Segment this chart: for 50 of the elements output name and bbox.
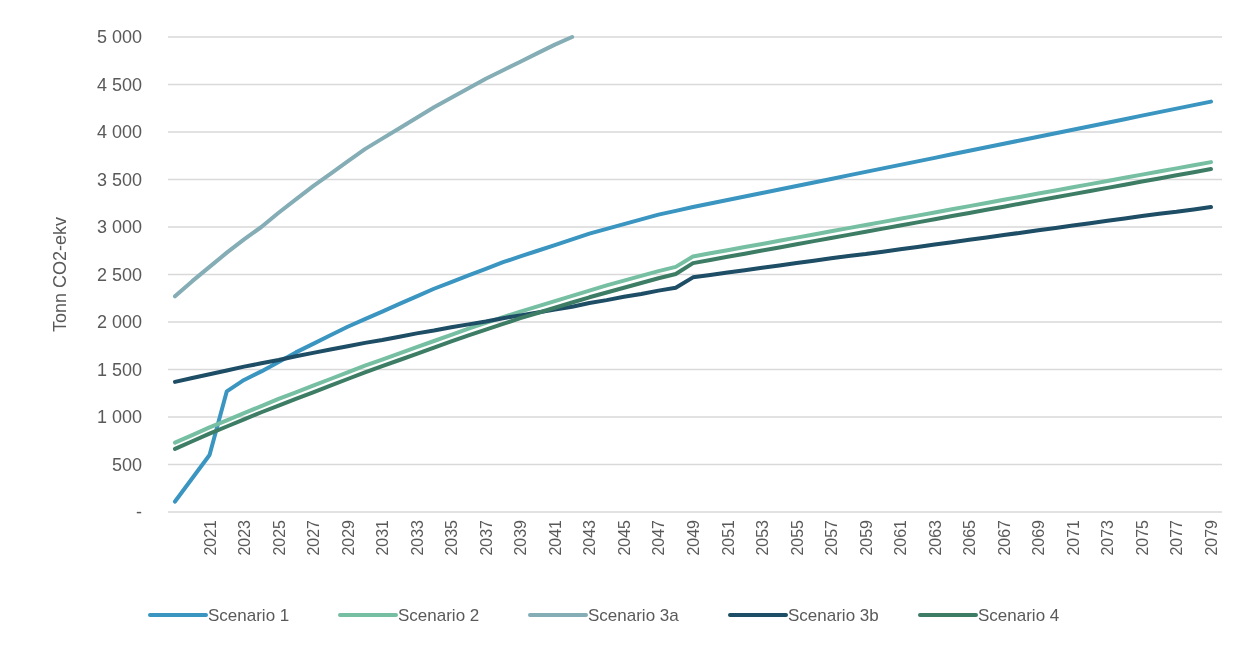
x-tick-label: 2023 (236, 519, 254, 556)
x-tick-label: 2053 (754, 519, 772, 556)
x-tick-label: 2033 (408, 519, 426, 556)
x-tick-label: 2029 (339, 519, 357, 556)
line-series (173, 99, 1213, 504)
x-tick-label: 2065 (961, 519, 979, 556)
x-tick-label: 2041 (546, 519, 564, 556)
legend-label: Scenario 4 (978, 605, 1060, 625)
x-tick-label: 2047 (650, 519, 668, 556)
x-tick-label: 2059 (857, 519, 875, 556)
y-axis-title: Tonn CO2-ekv (50, 216, 70, 333)
x-tick-label: 2043 (581, 519, 599, 556)
y-tick-label: - (136, 502, 142, 523)
legend-label: Scenario 3b (788, 605, 879, 625)
x-tick-label: 2077 (1168, 519, 1186, 556)
x-tick-label: 2069 (1030, 519, 1048, 556)
y-tick-label: 500 (111, 454, 142, 475)
legend-label: Scenario 3a (588, 605, 680, 625)
x-tick-label: 2035 (443, 519, 461, 556)
x-tick-label: 2031 (374, 519, 392, 556)
x-tick-label: 2073 (1099, 519, 1117, 556)
y-tick-label: 2 500 (96, 264, 142, 285)
y-tick-label: 5 000 (96, 27, 142, 48)
x-tick-label: 2055 (788, 519, 806, 556)
line-series (173, 205, 1213, 384)
x-tick-label: 2061 (892, 519, 910, 556)
x-tick-label: 2045 (615, 519, 633, 556)
x-tick-label: 2079 (1203, 519, 1220, 556)
y-tick-label: 3 000 (96, 217, 142, 238)
x-tick-label: 2027 (305, 519, 323, 556)
y-tick-label: 1 500 (96, 359, 142, 380)
x-tick-label: 2049 (685, 519, 702, 556)
x-tick-label: 2067 (995, 519, 1013, 556)
legend-label: Scenario 1 (208, 605, 290, 625)
x-tick-label: 2051 (719, 519, 737, 556)
y-tick-label: 1 000 (96, 407, 142, 428)
x-tick-label: 2075 (1133, 519, 1151, 556)
x-tick-label: 2057 (823, 519, 841, 556)
y-tick-label: 4 000 (96, 122, 142, 143)
y-tick-label: 3 500 (96, 169, 142, 190)
line-series (173, 35, 575, 299)
legend-label: Scenario 2 (398, 605, 480, 625)
x-tick-label: 2021 (201, 519, 219, 556)
y-tick-label: 2 000 (96, 312, 142, 333)
x-tick-label: 2071 (1064, 519, 1082, 556)
x-tick-label: 2039 (512, 519, 530, 556)
x-tick-label: 2037 (477, 519, 495, 556)
x-tick-label: 2063 (926, 519, 944, 556)
y-tick-label: 4 500 (96, 74, 142, 95)
x-tick-label: 2025 (270, 519, 288, 556)
